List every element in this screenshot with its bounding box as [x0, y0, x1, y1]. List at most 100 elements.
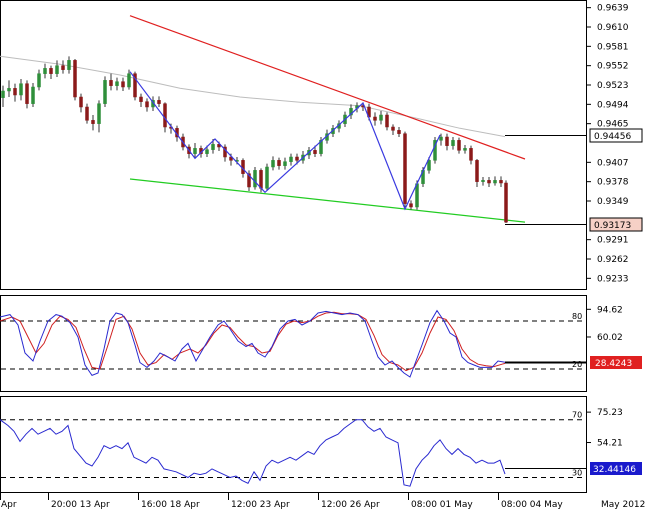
candle-body	[67, 60, 71, 70]
price-tick-label: 0.9465	[597, 120, 629, 130]
candle-body	[259, 170, 263, 189]
price-tick-label: 0.9407	[597, 158, 629, 168]
candle-body	[391, 126, 395, 131]
candle-body	[481, 180, 485, 182]
support-trendline	[129, 178, 526, 223]
candle-body	[493, 180, 497, 184]
stoch-k-line	[0, 309, 506, 378]
trendline-layer	[129, 15, 526, 223]
moving-average-layer	[0, 55, 506, 138]
time-tick-label: 08:00 01 May	[411, 500, 473, 510]
time-x-axis: Apr 20:00 13 Apr 16:00 18 Apr 12:00 23 Apr 1…	[0, 493, 645, 510]
candle-body	[397, 130, 401, 134]
last-price-tag: 0.93173	[594, 221, 631, 231]
time-tick-label: Apr	[1, 500, 17, 510]
candle-body	[79, 96, 83, 108]
price-tags: 0.94456 0.93173	[505, 128, 643, 232]
price-tick-label: 0.9262	[597, 255, 629, 265]
candle-body	[163, 103, 167, 128]
stoch-d-line	[0, 311, 506, 372]
price-tick-label: 0.9552	[597, 62, 629, 72]
last-price-tag-box	[589, 217, 643, 232]
candle-body	[55, 65, 59, 74]
candle-body	[61, 65, 65, 70]
candle-body	[313, 150, 317, 154]
time-tick-label: 16:00 18 Apr	[141, 500, 200, 510]
ma-value-tag-box	[589, 128, 643, 143]
price-tick-label: 0.9523	[597, 81, 629, 91]
candle-body	[205, 149, 209, 154]
rsi-line	[0, 419, 506, 487]
candle-body	[504, 182, 508, 223]
candle-body	[403, 133, 407, 204]
candle-body	[157, 100, 161, 104]
candle-body	[127, 73, 131, 88]
candle-body	[385, 114, 389, 128]
stochastic-panel	[0, 295, 587, 392]
candle-body	[271, 160, 275, 168]
stoch-level-label: 80	[572, 312, 582, 321]
rsi-panel	[0, 396, 587, 493]
time-tick-label: 08:00 04 May	[501, 500, 563, 510]
candle-body	[97, 103, 101, 124]
candle-body	[85, 106, 89, 121]
stoch-level-label: 20	[572, 360, 582, 369]
candle-body	[487, 180, 491, 184]
candle-body	[379, 114, 383, 121]
rsi-level-label: 70	[572, 411, 582, 420]
stoch-value-tag-box	[590, 356, 642, 369]
candle-body	[247, 173, 251, 188]
candle-body	[499, 180, 503, 184]
rsi-value-tag-box	[590, 462, 642, 475]
candle-body	[121, 81, 125, 88]
candle-body	[265, 166, 269, 189]
candle-body	[103, 80, 107, 104]
price-tick-label: 0.9378	[597, 178, 629, 188]
candle-body	[349, 108, 353, 116]
candle-body	[145, 101, 149, 108]
zigzag-layer	[129, 71, 441, 211]
price-tick-label: 0.9610	[597, 23, 629, 33]
rsi-tick-label: 75.23	[597, 408, 623, 418]
moving-average-line	[0, 55, 506, 138]
candle-body	[13, 88, 17, 96]
stoch-value-tag: 28.4243	[595, 359, 632, 369]
candle-body	[7, 88, 11, 92]
resistance-trendline	[129, 15, 526, 160]
zigzag-line	[129, 71, 441, 211]
price-tick-label: 0.9494	[597, 100, 629, 110]
candle-body	[73, 60, 77, 98]
candle-body	[31, 86, 35, 104]
time-tick-label: May 2012	[601, 500, 645, 510]
price-tick-label: 0.9639	[597, 4, 629, 14]
candle-body	[289, 156, 293, 162]
ma-value-tag: 0.94456	[594, 132, 631, 142]
candle-body	[109, 80, 113, 86]
rsi-tick-label: 54.21	[597, 439, 623, 449]
time-tick-label: 12:00 23 Apr	[231, 500, 290, 510]
candle-body	[409, 203, 413, 208]
time-tick-label: 20:00 13 Apr	[51, 500, 110, 510]
candle-body	[133, 73, 137, 98]
price-tick-label: 0.9581	[597, 42, 629, 52]
candle-body	[475, 160, 479, 182]
candle-body	[469, 148, 473, 161]
candle-body	[427, 160, 431, 171]
stoch-tick-label: 94.62	[597, 305, 623, 315]
candle-body	[1, 90, 5, 98]
candle-body	[439, 136, 443, 141]
stoch-tick-label: 60.02	[597, 333, 623, 343]
price-tick-label: 0.9349	[597, 197, 629, 207]
candle-body	[37, 73, 41, 88]
candle-body	[91, 120, 95, 124]
candle-body	[319, 140, 323, 154]
price-tick-label: 0.9291	[597, 236, 629, 246]
candle-body	[49, 68, 53, 74]
candle-body	[373, 116, 377, 121]
candle-body	[19, 83, 23, 96]
time-tick-label: 12:00 26 Apr	[321, 500, 380, 510]
candle-body	[277, 160, 281, 166]
candle-body	[283, 161, 287, 166]
candle-body	[139, 96, 143, 102]
